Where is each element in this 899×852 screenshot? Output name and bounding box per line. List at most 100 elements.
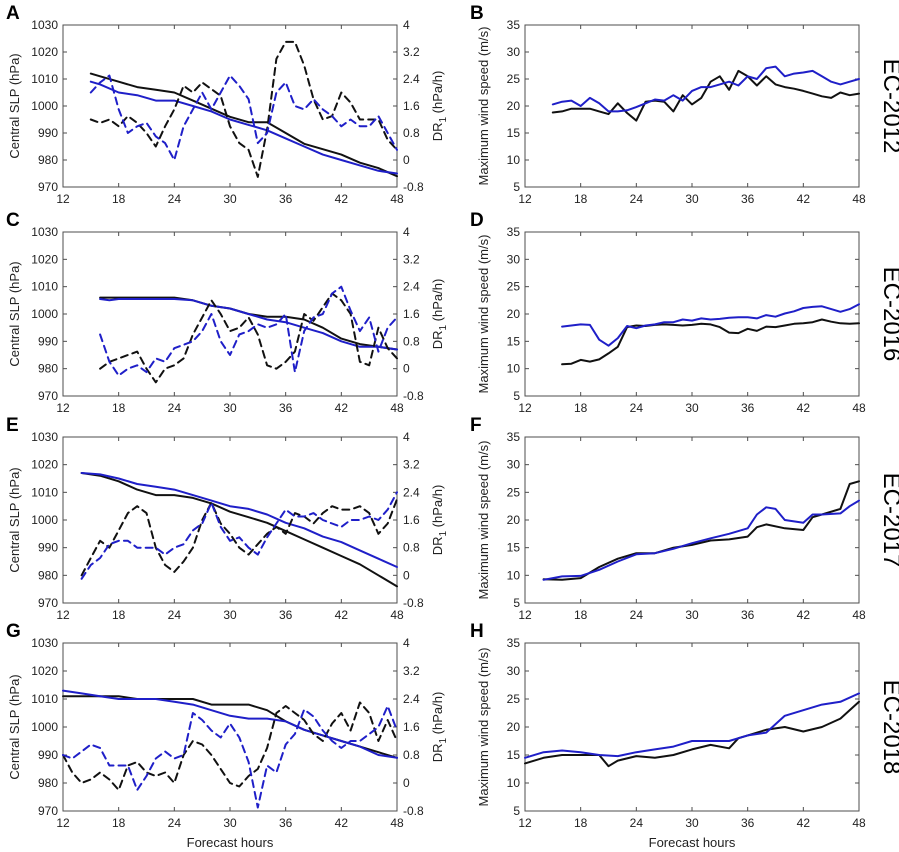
x-tick-label: 12: [56, 192, 70, 206]
x-tick-label: 42: [335, 608, 349, 622]
y-tick-label: 1020: [31, 458, 58, 472]
x-tick-label: 12: [518, 816, 532, 830]
y-tick-label: 970: [38, 180, 58, 194]
y-tick-label: 5: [513, 180, 520, 194]
x-tick-label: 12: [518, 608, 532, 622]
y2-tick-label: 3.2: [403, 252, 420, 266]
series-C-3-blue-dashed: [99, 285, 398, 377]
x-tick-label: 24: [630, 816, 644, 830]
y-tick-label: 25: [507, 692, 521, 706]
x-tick-label: 18: [574, 608, 588, 622]
y2-tick-label: 0.8: [403, 334, 420, 348]
x-tick-label: 30: [223, 192, 237, 206]
series-B-0-black-solid: [551, 69, 860, 122]
panel-label: D: [470, 210, 484, 231]
panel-label: B: [470, 3, 484, 24]
y-tick-label: 1010: [31, 485, 58, 499]
wind-y-axis-title: Maximum wind speed (m/s): [476, 441, 491, 600]
y2-tick-label: 0.8: [403, 748, 420, 762]
y-tick-label: 990: [38, 541, 58, 555]
y-tick-label: 35: [507, 636, 521, 650]
y-tick-label: 980: [38, 776, 58, 790]
y2-tick-label: 4: [403, 225, 410, 239]
series-E-2-black-dashed: [80, 498, 398, 577]
y-tick-label: 15: [507, 748, 521, 762]
y-tick-label: 1030: [31, 225, 58, 239]
dr1-y-axis-title: DR1 (hPa/h): [430, 279, 449, 350]
row-label: EC-2016: [878, 267, 899, 362]
y-tick-label: 20: [507, 99, 521, 113]
panel-C: 12 18 24 30 36 42 48 970 980 990 1000 1010 1020 1030 -…: [6, 210, 449, 415]
x-tick-label: 18: [574, 401, 588, 415]
dr1-y-axis-title: DR1 (hPa/h): [430, 485, 449, 556]
plot-frame: [62, 642, 398, 812]
x-tick-label: 30: [223, 608, 237, 622]
y2-tick-label: 4: [403, 18, 410, 32]
x-tick-label: 24: [168, 401, 182, 415]
x-tick-label: 48: [390, 401, 404, 415]
series-C-1-blue-solid: [99, 298, 398, 351]
plot-frame: [524, 231, 860, 397]
series-F-0-black-solid: [542, 480, 860, 581]
x-tick-label: 48: [852, 192, 866, 206]
x-tick-label: 42: [335, 401, 349, 415]
plot-frame: [524, 24, 860, 188]
plot-frame: [62, 24, 398, 188]
slp-y-axis-title: Central SLP (hPa): [7, 53, 22, 158]
x-tick-label: 36: [741, 816, 755, 830]
x-tick-label: 30: [685, 816, 699, 830]
x-tick-label: 12: [518, 192, 532, 206]
x-tick-label: 48: [852, 401, 866, 415]
y-tick-label: 1010: [31, 280, 58, 294]
series-E-3-blue-dashed: [80, 491, 398, 580]
y-tick-label: 980: [38, 568, 58, 582]
y2-tick-label: 1.6: [403, 307, 420, 321]
x-tick-label: 24: [630, 608, 644, 622]
series-H-1-blue-solid: [524, 692, 860, 759]
y-tick-label: 20: [507, 513, 521, 527]
y2-tick-label: 0: [403, 153, 410, 167]
y2-tick-label: 1.6: [403, 513, 420, 527]
y2-tick-label: -0.8: [403, 389, 424, 403]
x-tick-label: 42: [797, 608, 811, 622]
x-tick-label: 42: [797, 192, 811, 206]
series-C-2-black-dashed: [99, 292, 398, 384]
series-G-3-blue-dashed: [62, 705, 398, 809]
y-tick-label: 1000: [31, 307, 58, 321]
y-tick-label: 980: [38, 362, 58, 376]
y-tick-label: 20: [507, 307, 521, 321]
panel-B: 12 18 24 30 36 42 48 5 10 15 20 25 30 35 B Maximum wind…: [470, 3, 899, 206]
x-tick-label: 30: [685, 192, 699, 206]
y-tick-label: 15: [507, 126, 521, 140]
y-tick-label: 990: [38, 748, 58, 762]
dr1-y-axis-title: DR1 (hPa/h): [430, 71, 449, 142]
x-tick-label: 42: [797, 816, 811, 830]
panel-E: 12 18 24 30 36 42 48 970 980 990 1000 1010 1020 1030 -…: [6, 415, 449, 622]
y-tick-label: 10: [507, 568, 521, 582]
x-tick-label: 36: [279, 192, 293, 206]
panel-G: 12 18 24 30 36 42 48 970 980 990 1000 1010 1020 1030 -…: [6, 621, 449, 850]
x-tick-label: 42: [335, 192, 349, 206]
plot-frame: [62, 231, 398, 397]
y-tick-label: 970: [38, 804, 58, 818]
y2-tick-label: 2.4: [403, 280, 420, 294]
x-axis-title: Forecast hours: [649, 835, 736, 850]
x-axis-title: Forecast hours: [187, 835, 274, 850]
x-tick-label: 12: [56, 401, 70, 415]
x-tick-label: 24: [168, 192, 182, 206]
series-E-1-blue-solid: [80, 472, 398, 568]
series-B-1-blue-solid: [551, 65, 860, 113]
y2-tick-label: 3.2: [403, 45, 420, 59]
y-tick-label: 970: [38, 389, 58, 403]
y-tick-label: 30: [507, 664, 521, 678]
y-tick-label: 10: [507, 153, 521, 167]
panel-A: 12 18 24 30 36 42 48 970 980 990 1000 1010 1020 1030 -…: [6, 3, 449, 206]
y-tick-label: 20: [507, 720, 521, 734]
x-tick-label: 42: [797, 401, 811, 415]
y2-tick-label: -0.8: [403, 180, 424, 194]
panel-label: E: [6, 415, 19, 436]
series-A-2-black-dashed: [89, 40, 398, 178]
wind-y-axis-title: Maximum wind speed (m/s): [476, 648, 491, 807]
series-D-0-black-solid: [561, 318, 860, 366]
x-tick-label: 30: [223, 401, 237, 415]
